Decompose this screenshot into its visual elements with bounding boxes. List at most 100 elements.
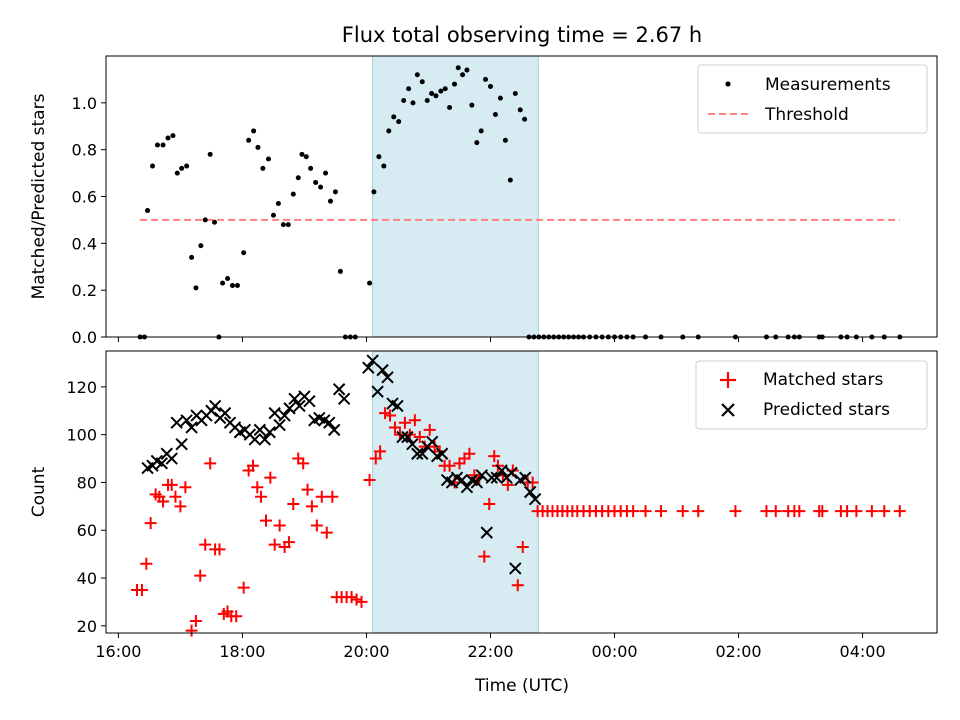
predicted-star-point (376, 363, 389, 377)
matched-star-point (165, 478, 178, 491)
measurement-point (165, 135, 171, 141)
legend-measurements-label: Measurements (765, 75, 891, 95)
measurement-point (174, 170, 180, 176)
matched-star-point (388, 421, 401, 434)
predicted-star-point (165, 452, 178, 465)
measurement-point (487, 83, 493, 89)
measurement-point (189, 254, 195, 260)
matched-star-point (363, 474, 376, 487)
matched-star-point (627, 505, 640, 518)
measurement-point (193, 285, 199, 291)
measurement-point (474, 140, 480, 146)
matched-star-point (140, 557, 153, 570)
matched-star-point (297, 457, 310, 470)
matched-star-point (310, 519, 323, 532)
measurement-point (154, 142, 160, 148)
measurement-point (478, 128, 484, 134)
predicted-star-point (460, 481, 474, 494)
measurement-point (265, 156, 271, 162)
bottom-axes-frame (105, 350, 938, 634)
predicted-star-point (435, 447, 449, 460)
matched-star-point (320, 526, 333, 539)
measurement-point (332, 189, 338, 195)
matched-star-point (374, 445, 387, 458)
measurement-point (260, 165, 266, 171)
measurement-point (455, 65, 461, 71)
measurement-point (313, 179, 319, 185)
matched-star-point (729, 505, 742, 518)
predicted-star-point (396, 430, 409, 444)
top-x-ticks (117, 337, 864, 342)
measurement-point (299, 151, 305, 157)
legend-predicted-label: Predicted stars (763, 400, 890, 420)
matched-star-point (144, 517, 157, 530)
measurement-point (492, 112, 498, 118)
top-legend-box (697, 64, 928, 134)
measurement-point (507, 177, 513, 183)
measurement-point (376, 154, 382, 160)
predicted-star-point (218, 406, 232, 420)
y-tick-label: 120 (66, 378, 97, 397)
predicted-star-point (509, 562, 522, 575)
measurement-point (179, 165, 185, 171)
matched-star-point (850, 505, 863, 518)
bottom-y-axis-label: Count (29, 466, 49, 517)
predicted-star-point (170, 416, 183, 429)
predicted-star-point (332, 383, 346, 396)
x-tick-label: 02:00 (715, 642, 761, 661)
predicted-star-point (528, 492, 542, 506)
predicted-star-point (455, 473, 469, 487)
matched-star-point (264, 471, 277, 484)
matched-star-point (315, 490, 328, 503)
observing-window-shade-top (372, 55, 539, 338)
predicted-star-point (337, 392, 351, 406)
predicted-star-point (278, 409, 291, 422)
measurement-point (170, 133, 176, 139)
measurement-point (442, 86, 448, 92)
top-panel: 0.0 0.2 0.4 0.6 0.8 1.0 Matched/Predicted sta… (29, 55, 938, 347)
measurement-point (327, 198, 333, 204)
measurement-point (438, 88, 444, 94)
predicted-star-point (258, 433, 271, 446)
observing-window-shade-bottom (372, 350, 539, 634)
matched-star-point (676, 505, 689, 518)
measurement-point (337, 268, 343, 274)
measurement-point (251, 128, 257, 134)
matched-star-point (478, 550, 491, 563)
measurement-point (225, 275, 231, 281)
predicted-star-point (288, 392, 301, 406)
predicted-star-point (283, 402, 296, 415)
measurement-point (502, 137, 508, 143)
y-tick-label: 20 (77, 617, 97, 636)
matched-star-point (246, 459, 259, 472)
matched-star-point (135, 583, 148, 596)
matched-star-point (213, 543, 226, 556)
measurement-point (207, 151, 213, 157)
matched-star-point (443, 459, 456, 472)
measurement-point (419, 79, 425, 85)
figure-title: Flux total observing time = 2.67 h (342, 23, 702, 47)
y-tick-label: 0.4 (72, 234, 97, 253)
measurement-point (255, 144, 261, 150)
y-tick-label: 40 (77, 569, 97, 588)
predicted-stars-layer (141, 354, 542, 575)
matched-star-point (398, 416, 411, 429)
measurement-point (424, 97, 430, 103)
predicted-star-point (371, 385, 384, 398)
y-tick-label: 1.0 (72, 94, 97, 113)
measurement-point (145, 208, 151, 214)
matched-star-point (384, 409, 397, 422)
predicted-star-point (185, 421, 198, 434)
predicted-star-point (523, 485, 537, 499)
measurement-point (280, 222, 286, 228)
bottom-y-ticks: 20 40 60 80 100 120 (66, 378, 106, 636)
predicted-star-point (328, 423, 341, 437)
matched-star-point (189, 615, 202, 628)
matched-star-point (816, 505, 829, 518)
predicted-star-point (416, 447, 429, 460)
legend-predicted-marker (721, 403, 735, 417)
predicted-star-point (248, 433, 262, 446)
measurement-point (198, 243, 204, 249)
predicted-star-point (273, 418, 286, 432)
measurement-point (460, 72, 466, 78)
